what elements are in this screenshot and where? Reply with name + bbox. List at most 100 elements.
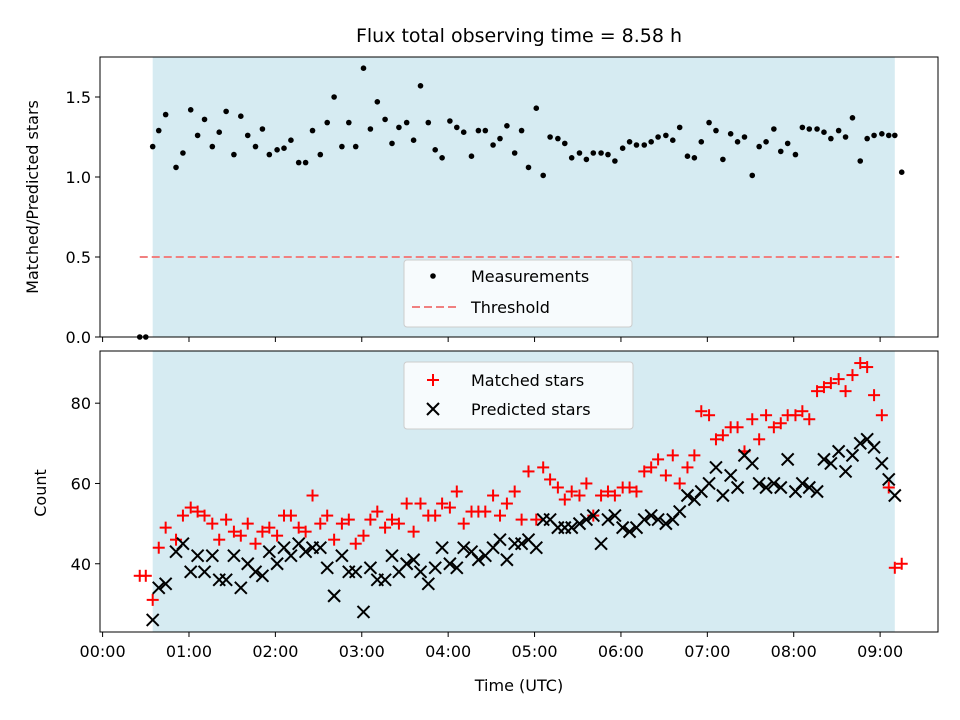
predicted-star-point [158, 577, 173, 591]
measurement-point [497, 135, 503, 142]
x-tick-label: 03:00 [339, 642, 385, 661]
chart-title: Flux total observing time = 8.58 h [356, 25, 682, 47]
measurement-point [468, 153, 475, 159]
measurement-point [475, 127, 482, 134]
bottom-legend-box [403, 361, 634, 430]
matched-star-point [184, 501, 197, 514]
top-y-tick-label: 1.0 [66, 168, 91, 187]
measurement-point [180, 150, 186, 156]
matched-star-point [198, 509, 211, 522]
measurement-point [734, 139, 741, 145]
predicted-star-point [672, 504, 687, 519]
measurement-point [173, 164, 179, 171]
measurement-point [194, 132, 201, 139]
matched-star-point [673, 477, 686, 490]
predicted-star-point [248, 565, 263, 579]
matched-star-point [386, 513, 399, 526]
top-y-tick-label: 0.0 [66, 328, 91, 347]
measurement-point [324, 119, 331, 126]
predicted-star-point [428, 561, 442, 575]
measurement-point [756, 143, 762, 150]
matched-star-point [746, 413, 759, 426]
predicted-star-point [838, 464, 853, 479]
measurement-point [663, 132, 669, 139]
measurement-point [806, 126, 813, 132]
bottom-y-tick-label: 40 [71, 555, 91, 574]
matched-star-point [314, 517, 327, 530]
predicted-star-point [579, 512, 594, 527]
predicted-star-point [644, 508, 658, 523]
measurement-point [295, 159, 302, 166]
predicted-star-point [601, 512, 615, 527]
measurement-point [162, 111, 169, 118]
bottom-panel-ticks: 40 60 80 00:00 01:00 02:00 03:00 04:00 05:00 06:0… [71, 394, 904, 661]
predicted-star-point [615, 520, 630, 535]
matched-star-point [515, 513, 528, 526]
legend-predicted-marker [426, 402, 440, 416]
measurement-point [763, 139, 769, 145]
predicted-star-point [622, 524, 637, 539]
top-y-axis-title: Matched/Predicted stars [23, 100, 42, 294]
matched-star-point [256, 525, 269, 538]
predicted-star-point [457, 540, 471, 555]
measurement-point [727, 131, 734, 137]
matched-star-point [659, 469, 672, 482]
predicted-star-point [298, 545, 313, 559]
top-panel-ticks: 0.0 0.5 1.0 1.5 [66, 88, 881, 347]
predicted-star-point [716, 488, 730, 503]
measurement-point [201, 116, 208, 123]
measurement-point [331, 94, 337, 100]
x-tick-label: 06:00 [598, 642, 644, 661]
measurement-point [828, 135, 834, 142]
measurement-point [555, 135, 561, 142]
predicted-star-point [810, 484, 824, 499]
predicted-star-point [205, 549, 220, 563]
predicted-star-point [564, 520, 579, 535]
measurement-points [136, 65, 905, 340]
matched-star-point [882, 481, 895, 494]
matched-star-point [875, 409, 888, 422]
measurement-point [799, 124, 806, 131]
matched-star-point [429, 509, 442, 522]
measurement-point [288, 137, 294, 143]
matched-star-point [299, 525, 312, 538]
predicted-star-point [190, 549, 205, 563]
matched-star-point [789, 409, 802, 422]
predicted-star-point [637, 512, 651, 527]
x-tick-label: 07:00 [684, 642, 730, 661]
predicted-star-point [795, 476, 810, 491]
measurement-point [266, 151, 273, 158]
predicted-star-point [752, 476, 766, 491]
measurement-point [374, 99, 381, 105]
predicted-star-point [356, 605, 371, 619]
measurement-point [540, 172, 546, 179]
measurement-point [619, 145, 626, 151]
measurement-point [605, 151, 611, 158]
matched-star-point [832, 373, 845, 386]
matched-star-point [716, 429, 729, 442]
matched-star-point [487, 489, 500, 502]
measurement-point [835, 127, 842, 134]
predicted-star-point [845, 448, 860, 463]
measurement-point [396, 124, 402, 131]
top-panel: 0.0 0.5 1.0 1.5 Matched/Predicted stars Mea… [23, 56, 939, 347]
bottom-panel: 40 60 80 00:00 01:00 02:00 03:00 04:00 05:00 06:0… [31, 350, 939, 695]
x-tick-label: 01:00 [166, 642, 212, 661]
measurement-point [382, 116, 388, 123]
legend-matched-marker [427, 374, 439, 386]
predicted-star-point [406, 553, 421, 567]
x-tick-label: 04:00 [425, 642, 471, 661]
measurement-point [561, 140, 568, 147]
measurement-point [389, 140, 395, 147]
matched-star-point [558, 493, 571, 506]
measurement-point [309, 127, 316, 134]
measurement-point [771, 126, 777, 132]
measurement-point [871, 132, 877, 139]
predicted-star-point [443, 557, 457, 571]
matched-star-point [364, 513, 377, 526]
matched-star-point [796, 405, 809, 418]
matched-star-point [407, 525, 420, 538]
predicted-star-point [320, 561, 334, 575]
predicted-star-point [745, 456, 759, 471]
matched-star-point [234, 529, 247, 542]
